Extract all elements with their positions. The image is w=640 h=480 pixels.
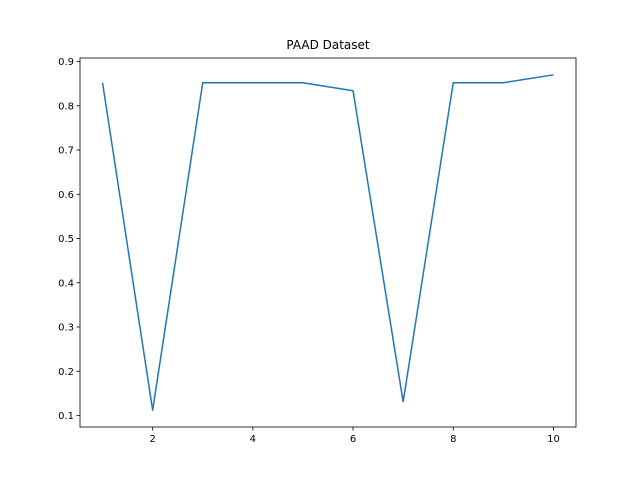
x-tick-label: 2 bbox=[149, 434, 155, 445]
x-tick-label: 6 bbox=[350, 434, 356, 445]
y-tick-label: 0.8 bbox=[58, 101, 74, 112]
x-tick-label: 10 bbox=[547, 434, 560, 445]
y-tick-label: 0.5 bbox=[58, 234, 74, 245]
x-tick-label: 4 bbox=[250, 434, 256, 445]
y-tick-label: 0.4 bbox=[58, 278, 74, 289]
x-tick-label: 8 bbox=[450, 434, 456, 445]
y-tick-label: 0.9 bbox=[58, 57, 74, 68]
series-layer bbox=[101, 74, 554, 411]
y-tick-label: 0.2 bbox=[58, 367, 74, 378]
x-axis: 2 4 6 8 10 bbox=[149, 427, 560, 445]
plot-frame bbox=[79, 57, 577, 428]
y-tick-label: 0.7 bbox=[58, 146, 74, 157]
y-axis: 0.1 0.2 0.3 0.4 0.5 0.6 0.7 0.8 0.9 bbox=[58, 57, 80, 422]
chart-title: PAAD Dataset bbox=[286, 38, 370, 52]
series-line bbox=[101, 74, 554, 411]
y-tick-label: 0.3 bbox=[58, 323, 74, 334]
y-tick-label: 0.6 bbox=[58, 190, 74, 201]
y-tick-label: 0.1 bbox=[58, 411, 74, 422]
